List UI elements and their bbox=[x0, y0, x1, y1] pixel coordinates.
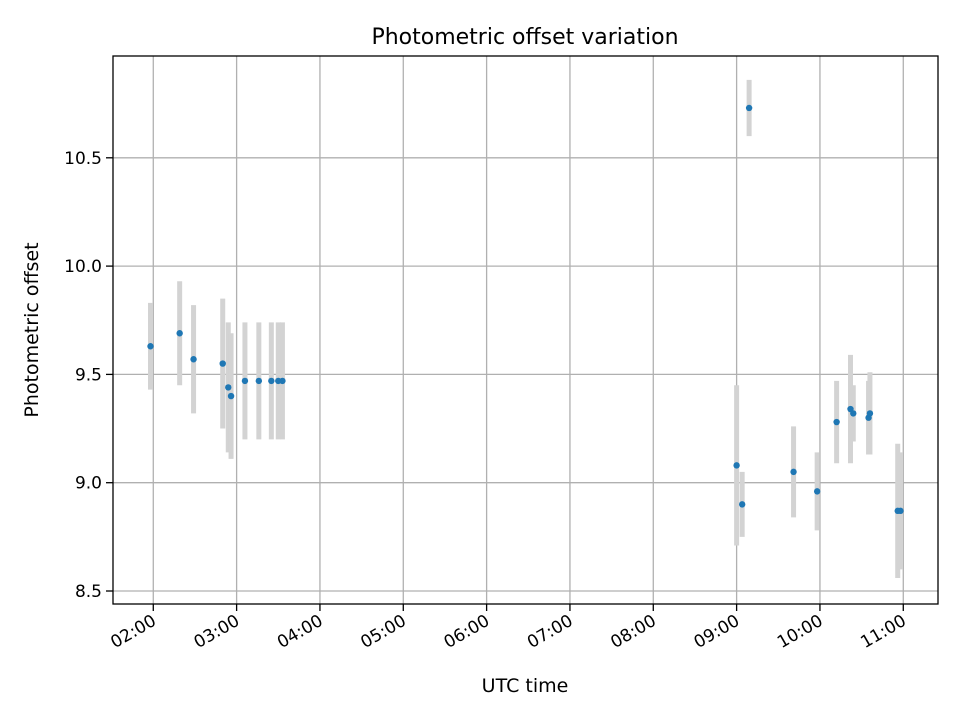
y-tick-label: 10.5 bbox=[64, 149, 102, 169]
data-point bbox=[279, 377, 286, 385]
data-point bbox=[241, 377, 249, 385]
data-point bbox=[738, 501, 746, 508]
grid bbox=[113, 56, 938, 604]
data-point bbox=[833, 418, 840, 426]
y-axis-label: Photometric offset bbox=[21, 242, 43, 417]
data-point bbox=[225, 384, 232, 391]
plot-frame bbox=[112, 55, 939, 605]
x-axis-label: UTC time bbox=[482, 675, 569, 697]
data-point bbox=[850, 410, 857, 417]
data-point bbox=[219, 360, 226, 367]
data-point bbox=[733, 462, 740, 469]
y-axis-ticks: 8.5 9.0 9.5 10.0 10.5 bbox=[64, 149, 113, 602]
data-point bbox=[176, 330, 183, 337]
y-tick-label: 9.5 bbox=[75, 365, 102, 385]
chart-title: Photometric offset variation bbox=[371, 25, 678, 50]
data-point bbox=[147, 343, 154, 350]
data-point bbox=[813, 488, 821, 495]
data-points bbox=[147, 104, 904, 515]
data-point bbox=[897, 507, 904, 515]
y-tick-label: 10.0 bbox=[64, 257, 102, 277]
data-point bbox=[866, 410, 874, 417]
data-point bbox=[268, 377, 275, 385]
data-point bbox=[790, 468, 797, 476]
y-tick-label: 9.0 bbox=[75, 474, 102, 494]
data-point bbox=[745, 104, 753, 112]
y-tick-label: 8.5 bbox=[75, 582, 102, 602]
data-point bbox=[255, 377, 263, 385]
data-point bbox=[190, 356, 197, 363]
data-point bbox=[227, 392, 235, 400]
